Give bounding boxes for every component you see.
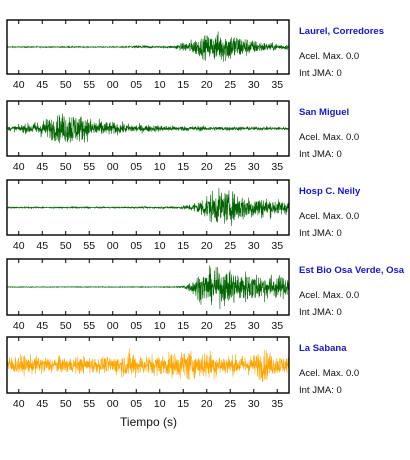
x-tick-label: 00 <box>107 79 119 91</box>
x-tick-label: 30 <box>248 79 260 91</box>
x-tick-label: 10 <box>154 398 166 410</box>
station-name: Est Bio Osa Verde, Osa <box>299 265 405 276</box>
panel-frame <box>6 19 290 75</box>
x-tick-label: 55 <box>83 320 95 332</box>
x-tick-label: 05 <box>130 161 142 173</box>
int-jma-readout: Int JMA: 0 <box>299 68 342 79</box>
x-tick-label: 00 <box>107 320 119 332</box>
waveform-trace <box>6 348 290 382</box>
station-name: Hosp C. Neily <box>299 186 361 197</box>
int-jma-readout: Int JMA: 0 <box>299 385 342 396</box>
x-tick-label: 10 <box>154 79 166 91</box>
acel-max-readout: Acel. Max. 0.0 <box>299 290 360 301</box>
int-jma-readout: Int JMA: 0 <box>299 228 342 239</box>
x-tick-label: 40 <box>13 398 25 410</box>
x-tick-label: 15 <box>177 79 189 91</box>
x-tick-label: 55 <box>83 398 95 410</box>
acel-max-readout: Acel. Max. 0.0 <box>299 132 360 143</box>
acel-max-readout: Acel. Max. 0.0 <box>299 51 360 62</box>
x-tick-label: 30 <box>248 398 260 410</box>
station-panel: 40 45 50 55 00 05 10 15 20 25 30 35 <box>6 258 290 332</box>
panel-frame <box>6 100 290 157</box>
acel-max-readout: Acel. Max. 0.0 <box>299 211 360 222</box>
x-tick-label: 40 <box>13 320 25 332</box>
x-tick-label: 30 <box>248 161 260 173</box>
x-tick-label: 45 <box>36 240 48 252</box>
x-tick-label: 35 <box>271 398 283 410</box>
x-tick-label: 55 <box>83 161 95 173</box>
x-axis-label: Tiempo (s) <box>120 415 177 429</box>
x-tick-label: 15 <box>177 240 189 252</box>
x-tick-label: 40 <box>13 161 25 173</box>
waveform-trace <box>6 187 290 226</box>
x-tick-label: 10 <box>154 320 166 332</box>
panel-frame <box>6 258 290 316</box>
x-tick-label: 25 <box>224 320 236 332</box>
station-panel: 40 45 50 55 00 05 10 15 20 25 30 35 <box>6 100 290 173</box>
station-panel: 40 45 50 55 00 05 10 15 20 25 30 35 <box>6 19 290 91</box>
x-tick-label: 05 <box>130 79 142 91</box>
x-tick-label: 25 <box>224 240 236 252</box>
x-tick-label: 35 <box>271 161 283 173</box>
x-tick-label: 50 <box>60 398 72 410</box>
x-tick-label: 40 <box>13 79 25 91</box>
x-tick-label: 55 <box>83 79 95 91</box>
x-tick-label: 55 <box>83 240 95 252</box>
x-tick-label: 50 <box>60 240 72 252</box>
x-tick-label: 30 <box>248 240 260 252</box>
x-tick-label: 15 <box>177 398 189 410</box>
waveform-trace <box>6 113 290 144</box>
x-tick-label: 35 <box>271 240 283 252</box>
x-tick-label: 10 <box>154 161 166 173</box>
x-tick-label: 50 <box>60 79 72 91</box>
waveform-trace <box>6 265 290 310</box>
x-tick-label: 45 <box>36 161 48 173</box>
x-tick-label: 45 <box>36 320 48 332</box>
x-tick-label: 05 <box>130 240 142 252</box>
x-tick-label: 05 <box>130 320 142 332</box>
x-tick-label: 25 <box>224 398 236 410</box>
x-tick-label: 35 <box>271 79 283 91</box>
panel-frame <box>6 336 290 394</box>
int-jma-readout: Int JMA: 0 <box>299 149 342 160</box>
station-panel: 40 45 50 55 00 05 10 15 20 25 30 35 <box>6 336 290 410</box>
x-tick-label: 00 <box>107 398 119 410</box>
acel-max-readout: Acel. Max. 0.0 <box>299 368 360 379</box>
x-tick-label: 25 <box>224 161 236 173</box>
x-tick-label: 45 <box>36 398 48 410</box>
x-tick-label: 20 <box>201 398 213 410</box>
x-tick-label: 00 <box>107 161 119 173</box>
x-tick-label: 10 <box>154 240 166 252</box>
station-panel: 40 45 50 55 00 05 10 15 20 25 30 35 <box>6 179 290 252</box>
x-tick-label: 50 <box>60 161 72 173</box>
x-tick-label: 45 <box>36 79 48 91</box>
x-tick-label: 25 <box>224 79 236 91</box>
x-tick-label: 15 <box>177 320 189 332</box>
waveform-trace <box>6 31 290 62</box>
x-tick-label: 05 <box>130 398 142 410</box>
x-tick-label: 20 <box>201 79 213 91</box>
station-name: La Sabana <box>299 343 347 354</box>
x-tick-label: 35 <box>271 320 283 332</box>
int-jma-readout: Int JMA: 0 <box>299 307 342 318</box>
station-name: Laurel, Corredores <box>299 26 384 37</box>
panel-frame <box>6 179 290 236</box>
x-tick-label: 20 <box>201 161 213 173</box>
x-tick-label: 40 <box>13 240 25 252</box>
x-tick-label: 20 <box>201 320 213 332</box>
station-name: San Miguel <box>299 107 350 118</box>
x-tick-label: 00 <box>107 240 119 252</box>
x-tick-label: 15 <box>177 161 189 173</box>
x-tick-label: 20 <box>201 240 213 252</box>
x-tick-label: 50 <box>60 320 72 332</box>
x-tick-label: 30 <box>248 320 260 332</box>
